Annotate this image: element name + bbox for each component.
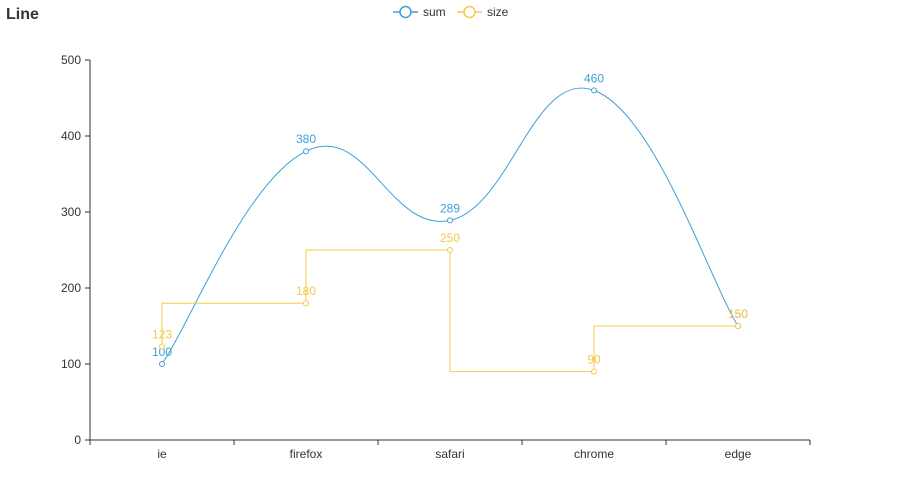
data-point-sum[interactable]	[591, 87, 597, 94]
data-point-size[interactable]	[447, 247, 453, 253]
data-point-size[interactable]	[159, 343, 165, 350]
series-size: 123 180 250 90 150	[152, 231, 748, 375]
y-tick-label: 400	[61, 129, 81, 143]
y-tick-label: 0	[74, 433, 81, 447]
chart-title: Line	[6, 6, 39, 23]
legend-item-size[interactable]: size	[457, 5, 509, 19]
data-point-sum[interactable]	[303, 148, 309, 155]
x-tick-label: firefox	[290, 447, 323, 461]
legend[interactable]: sum size	[393, 5, 509, 19]
y-tick-label: 500	[61, 53, 81, 67]
x-tick-label: safari	[435, 447, 464, 461]
legend-label-size: size	[487, 5, 509, 19]
data-label-sum: 380	[296, 132, 316, 146]
data-label-sum: 100	[152, 345, 172, 359]
series-line-size	[161, 249, 738, 373]
legend-marker-sum	[399, 5, 412, 19]
y-tick-label: 300	[61, 205, 81, 219]
x-tick-label: edge	[725, 447, 752, 461]
legend-label-sum: sum	[423, 5, 446, 19]
x-tick-label: ie	[157, 447, 167, 461]
data-point-size[interactable]	[591, 368, 597, 375]
data-label-sum: 460	[584, 71, 604, 85]
axes: 0 100 200 300 400 500 ie firefox safari chrome edg…	[61, 53, 811, 461]
data-label-sum: 150	[728, 307, 748, 321]
data-label-size: 123	[152, 328, 172, 342]
y-tick-label: 100	[61, 357, 81, 371]
data-point-sum[interactable]	[447, 217, 453, 224]
data-point-sum[interactable]	[159, 361, 165, 367]
y-tick-label: 200	[61, 281, 81, 295]
data-label-sum: 289	[440, 201, 460, 215]
data-point-size[interactable]	[735, 323, 741, 329]
data-label-size: 250	[440, 231, 460, 245]
legend-marker-size	[463, 5, 476, 19]
data-label-size: 90	[587, 353, 601, 367]
data-label-size: 180	[296, 284, 316, 298]
data-label-size: 150	[728, 307, 748, 321]
data-point-size[interactable]	[303, 300, 309, 307]
x-tick-label: chrome	[574, 447, 614, 461]
legend-item-sum[interactable]: sum	[393, 5, 446, 19]
